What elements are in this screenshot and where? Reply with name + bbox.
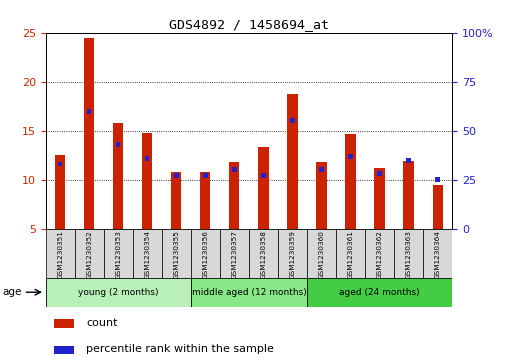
Bar xyxy=(336,229,365,278)
Bar xyxy=(432,184,442,229)
Text: GSM1230357: GSM1230357 xyxy=(232,230,237,279)
Bar xyxy=(348,154,353,159)
Bar xyxy=(290,118,295,123)
Text: GSM1230364: GSM1230364 xyxy=(435,230,440,279)
Bar xyxy=(374,168,385,229)
Text: GSM1230358: GSM1230358 xyxy=(261,230,266,279)
Bar xyxy=(220,229,249,278)
Bar xyxy=(75,229,104,278)
Bar xyxy=(116,142,120,147)
Bar xyxy=(403,161,414,229)
Bar xyxy=(46,278,191,307)
Bar xyxy=(87,109,91,114)
Bar xyxy=(54,346,74,354)
Text: aged (24 months): aged (24 months) xyxy=(339,288,420,297)
Bar xyxy=(171,172,181,229)
Bar xyxy=(259,147,269,229)
Bar xyxy=(203,173,208,178)
Bar xyxy=(232,167,237,172)
Text: percentile rank within the sample: percentile rank within the sample xyxy=(86,344,274,354)
Text: GSM1230352: GSM1230352 xyxy=(86,230,92,279)
Text: GSM1230351: GSM1230351 xyxy=(57,230,63,279)
Bar xyxy=(46,229,75,278)
Bar xyxy=(104,229,133,278)
Bar xyxy=(191,229,220,278)
Bar xyxy=(162,229,191,278)
Text: age: age xyxy=(3,287,22,297)
Bar xyxy=(288,94,298,229)
Bar xyxy=(174,173,178,178)
Bar xyxy=(307,229,336,278)
Bar xyxy=(320,167,324,172)
Text: GSM1230361: GSM1230361 xyxy=(347,230,354,279)
Bar xyxy=(377,171,382,176)
Bar xyxy=(84,37,94,229)
Text: count: count xyxy=(86,318,118,328)
Text: GSM1230356: GSM1230356 xyxy=(202,230,208,279)
Title: GDS4892 / 1458694_at: GDS4892 / 1458694_at xyxy=(169,19,329,32)
Bar xyxy=(423,229,452,278)
Text: GSM1230362: GSM1230362 xyxy=(376,230,383,279)
Bar xyxy=(316,162,327,229)
Text: GSM1230360: GSM1230360 xyxy=(319,230,325,279)
Bar xyxy=(406,158,411,163)
Bar xyxy=(191,278,307,307)
Bar xyxy=(145,156,149,160)
Text: GSM1230359: GSM1230359 xyxy=(290,230,296,279)
Text: middle aged (12 months): middle aged (12 months) xyxy=(192,288,306,297)
Bar xyxy=(113,123,123,229)
Bar xyxy=(394,229,423,278)
Bar xyxy=(261,173,266,178)
Text: GSM1230363: GSM1230363 xyxy=(405,230,411,279)
Bar xyxy=(278,229,307,278)
Text: GSM1230353: GSM1230353 xyxy=(115,230,121,279)
Text: GSM1230355: GSM1230355 xyxy=(173,230,179,279)
Text: GSM1230354: GSM1230354 xyxy=(144,230,150,279)
Bar xyxy=(365,229,394,278)
Bar xyxy=(435,177,440,182)
Bar xyxy=(307,278,452,307)
Bar xyxy=(249,229,278,278)
Bar xyxy=(133,229,162,278)
Bar xyxy=(345,134,356,229)
Bar xyxy=(200,172,210,229)
Bar xyxy=(229,162,239,229)
Bar xyxy=(54,319,74,328)
Bar xyxy=(58,162,62,167)
Text: young (2 months): young (2 months) xyxy=(78,288,158,297)
Bar xyxy=(55,155,66,229)
Bar xyxy=(142,132,152,229)
